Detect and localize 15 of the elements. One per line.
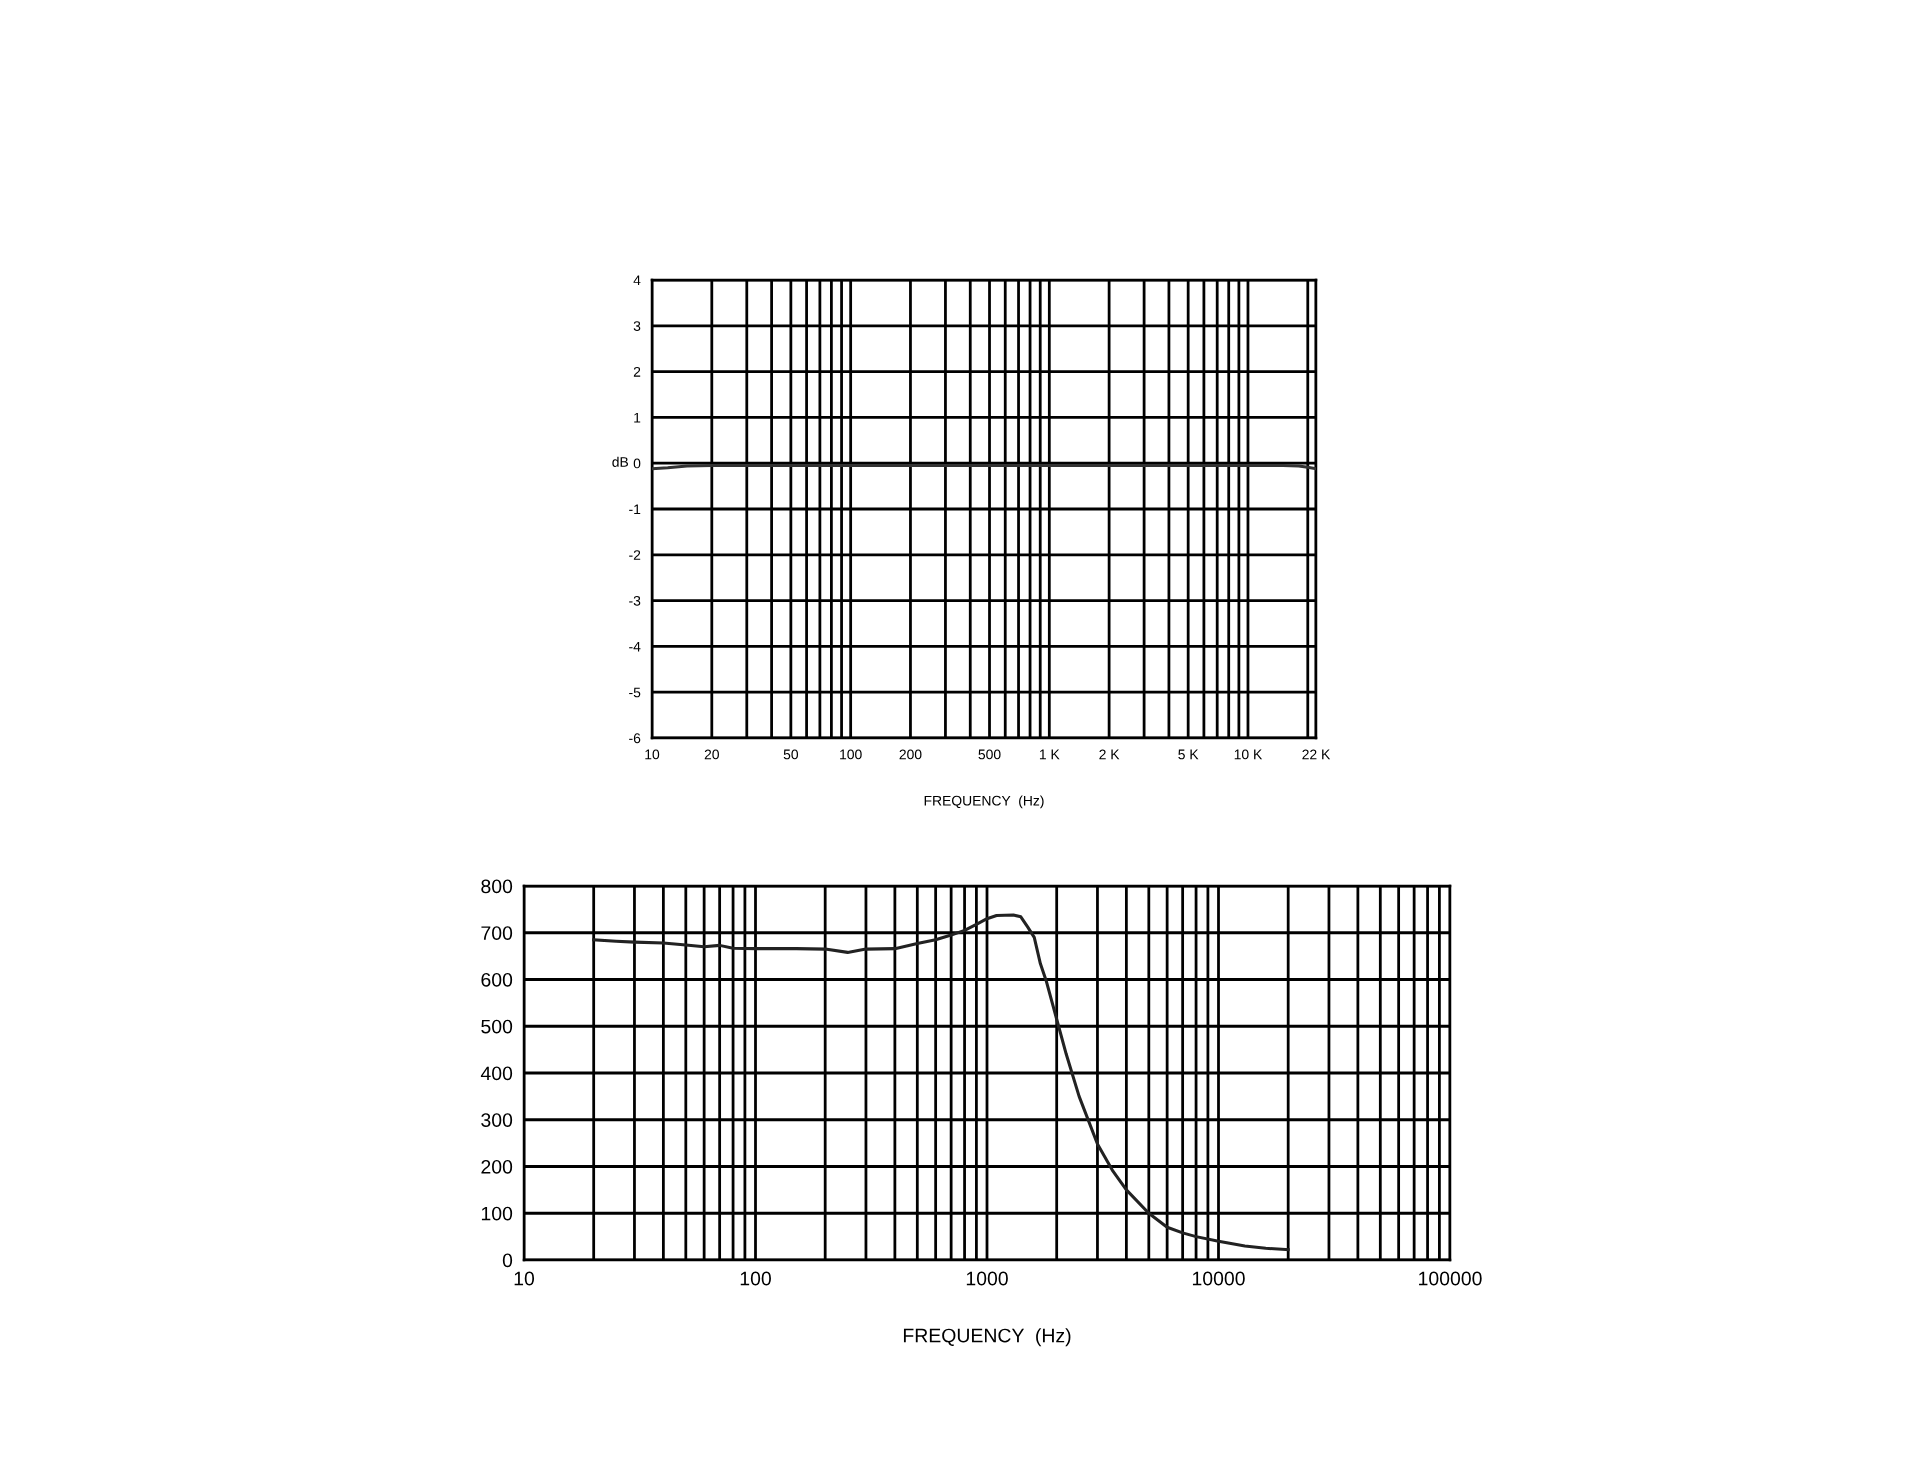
x-tick-label: 1000 xyxy=(966,1271,1008,1286)
y-tick-label: 700 xyxy=(481,926,513,940)
y-tick-label: 0 xyxy=(502,1253,513,1268)
y-tick-label: 400 xyxy=(480,1066,513,1081)
x-tick-label: 10000 xyxy=(1192,1271,1245,1286)
y-tick-label: 800 xyxy=(481,879,513,894)
x-tick-label: 100 xyxy=(740,1271,771,1286)
x-tick-label: 10 xyxy=(514,1271,535,1286)
x-tick-label: 100000 xyxy=(1419,1271,1482,1286)
y-tick-label: 600 xyxy=(481,972,513,987)
y-tick-label: 200 xyxy=(481,1159,513,1174)
y-tick-label: 300 xyxy=(481,1113,513,1127)
y-tick-label: 500 xyxy=(481,1019,513,1034)
x-axis-title: FREQUENCY (Hz) xyxy=(903,1328,1071,1347)
y-tick-label: 100 xyxy=(481,1206,513,1221)
